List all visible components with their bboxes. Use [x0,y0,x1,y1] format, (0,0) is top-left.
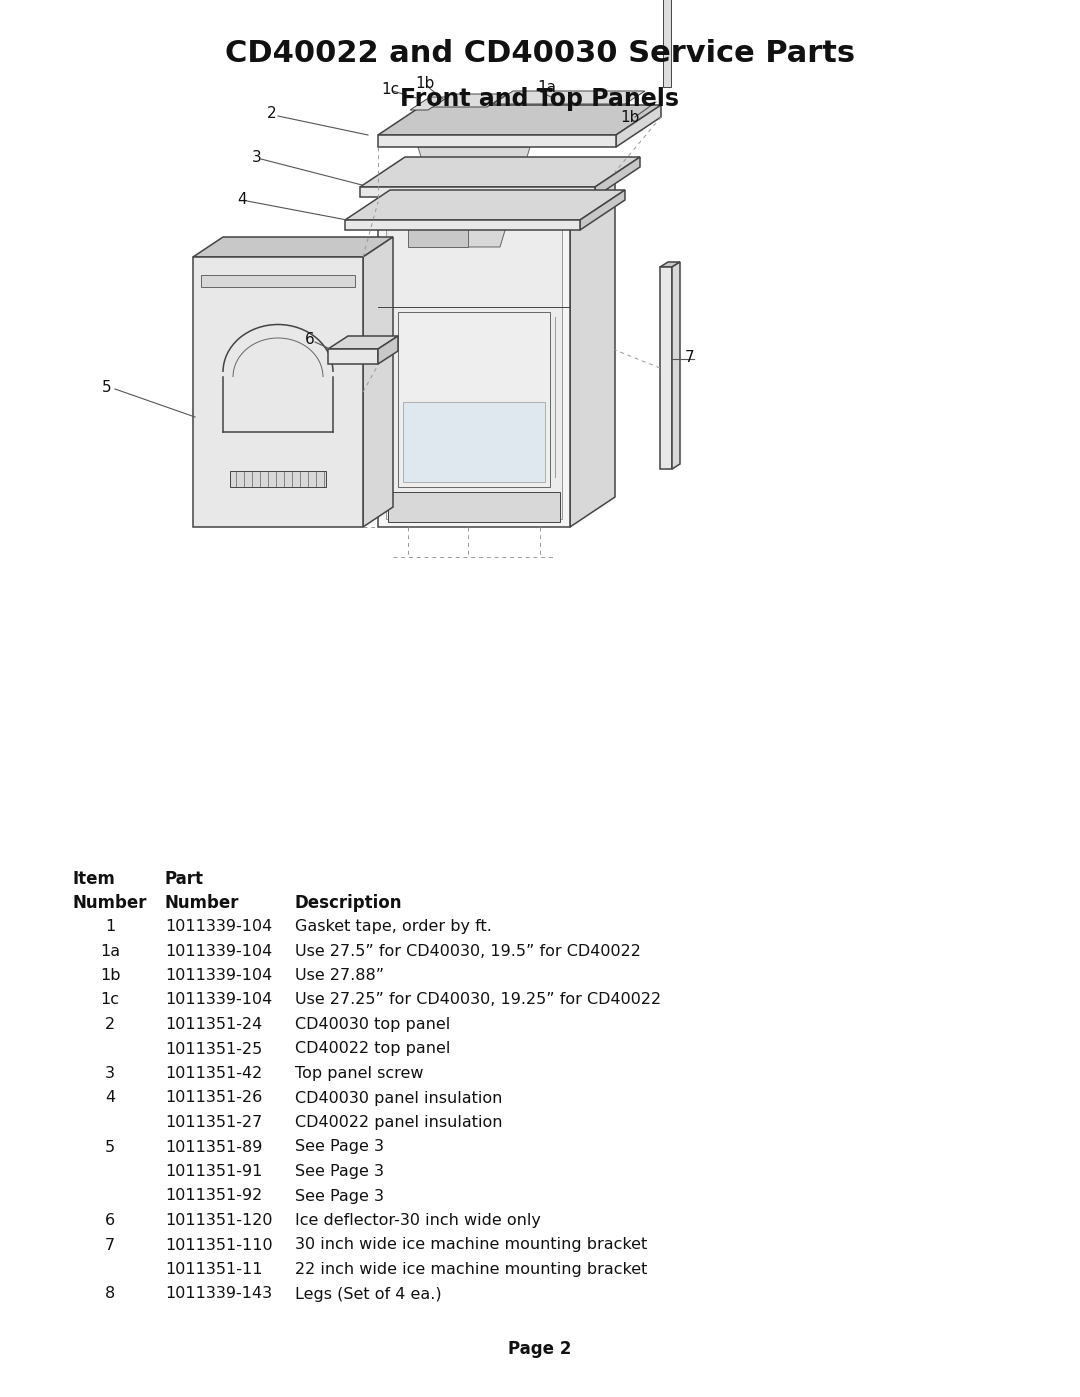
Text: Front and Top Panels: Front and Top Panels [401,87,679,110]
Polygon shape [378,337,399,365]
Polygon shape [345,219,580,231]
Text: 1011339-143: 1011339-143 [165,1287,272,1302]
Text: 1011351-11: 1011351-11 [165,1261,262,1277]
Text: CD40022 panel insulation: CD40022 panel insulation [295,1115,502,1130]
Text: 1011339-104: 1011339-104 [165,968,272,983]
Text: See Page 3: See Page 3 [295,1140,384,1154]
Text: CD40030 top panel: CD40030 top panel [295,1017,450,1032]
Polygon shape [360,156,640,187]
Polygon shape [663,0,671,87]
Text: 1b: 1b [620,109,639,124]
Polygon shape [660,263,680,267]
Text: See Page 3: See Page 3 [295,1164,384,1179]
Text: 1011339-104: 1011339-104 [165,919,272,935]
Text: 1c: 1c [381,81,400,96]
Polygon shape [345,190,625,219]
Polygon shape [492,91,645,103]
Polygon shape [363,237,393,527]
Text: CD40022 and CD40030 Service Parts: CD40022 and CD40030 Service Parts [225,39,855,68]
Text: See Page 3: See Page 3 [295,1189,384,1203]
Polygon shape [378,172,615,203]
Text: 6: 6 [105,1213,116,1228]
Text: 3: 3 [252,149,261,165]
Polygon shape [360,187,595,197]
Text: 1011351-42: 1011351-42 [165,1066,262,1081]
Text: 4: 4 [105,1091,116,1105]
Text: 1b: 1b [415,77,434,91]
Text: 6: 6 [305,331,314,346]
Text: 1011339-104: 1011339-104 [165,992,272,1007]
Polygon shape [328,349,378,365]
Text: 5: 5 [105,1140,116,1154]
Text: Ice deflector-30 inch wide only: Ice deflector-30 inch wide only [295,1213,541,1228]
Polygon shape [580,190,625,231]
Polygon shape [193,237,393,257]
Polygon shape [378,105,661,136]
Polygon shape [418,147,530,247]
Bar [408,168,468,247]
Text: 8: 8 [105,1287,116,1302]
Text: Gasket tape, order by ft.: Gasket tape, order by ft. [295,919,491,935]
Bar [403,402,545,482]
Text: 3: 3 [105,1066,114,1081]
Text: 5: 5 [102,380,111,394]
Text: CD40022 top panel: CD40022 top panel [295,1042,450,1056]
Text: 1011351-24: 1011351-24 [165,1017,262,1032]
Polygon shape [672,263,680,469]
Bar [478,177,528,226]
Text: Legs (Set of 4 ea.): Legs (Set of 4 ea.) [295,1287,442,1302]
Text: 1011351-26: 1011351-26 [165,1091,262,1105]
Text: 1: 1 [105,919,116,935]
Text: Use 27.5” for CD40030, 19.5” for CD40022: Use 27.5” for CD40030, 19.5” for CD40022 [295,943,640,958]
Text: 1011351-27: 1011351-27 [165,1115,262,1130]
Polygon shape [328,337,399,349]
Text: Number: Number [72,894,147,912]
Text: 1011351-89: 1011351-89 [165,1140,262,1154]
Bar [230,471,326,488]
Text: Part: Part [165,870,204,888]
Text: Description: Description [295,894,403,912]
Text: 7: 7 [685,349,694,365]
Text: 1a: 1a [100,943,120,958]
Bar [388,492,561,522]
Text: 4: 4 [237,191,246,207]
Text: 1a: 1a [537,80,556,95]
Text: 2: 2 [267,106,276,122]
Bar [201,275,355,286]
Text: 1011351-120: 1011351-120 [165,1213,272,1228]
Text: 1011351-110: 1011351-110 [165,1238,272,1253]
Text: 1011351-91: 1011351-91 [165,1164,262,1179]
Bar [386,210,562,520]
Polygon shape [378,203,570,527]
Text: Item: Item [72,870,114,888]
Polygon shape [378,136,616,147]
Polygon shape [595,156,640,197]
Polygon shape [660,267,672,469]
Text: 30 inch wide ice machine mounting bracket: 30 inch wide ice machine mounting bracke… [295,1238,647,1253]
Polygon shape [410,96,448,110]
Text: Use 27.88”: Use 27.88” [295,968,384,983]
Text: 7: 7 [105,1238,116,1253]
Text: CD40030 panel insulation: CD40030 panel insulation [295,1091,502,1105]
Text: 2: 2 [105,1017,116,1032]
Text: Top panel screw: Top panel screw [295,1066,423,1081]
Text: Number: Number [165,894,240,912]
Text: Page 2: Page 2 [509,1340,571,1358]
Polygon shape [193,257,363,527]
Text: 1011351-92: 1011351-92 [165,1189,262,1203]
Text: 1011339-104: 1011339-104 [165,943,272,958]
Text: Use 27.25” for CD40030, 19.25” for CD40022: Use 27.25” for CD40030, 19.25” for CD400… [295,992,661,1007]
Polygon shape [399,312,550,488]
Text: 1011351-25: 1011351-25 [165,1042,262,1056]
Polygon shape [430,94,507,108]
Text: 22 inch wide ice machine mounting bracket: 22 inch wide ice machine mounting bracke… [295,1261,647,1277]
Polygon shape [616,105,661,147]
Polygon shape [570,172,615,527]
Text: 1c: 1c [100,992,120,1007]
Text: 1b: 1b [99,968,120,983]
